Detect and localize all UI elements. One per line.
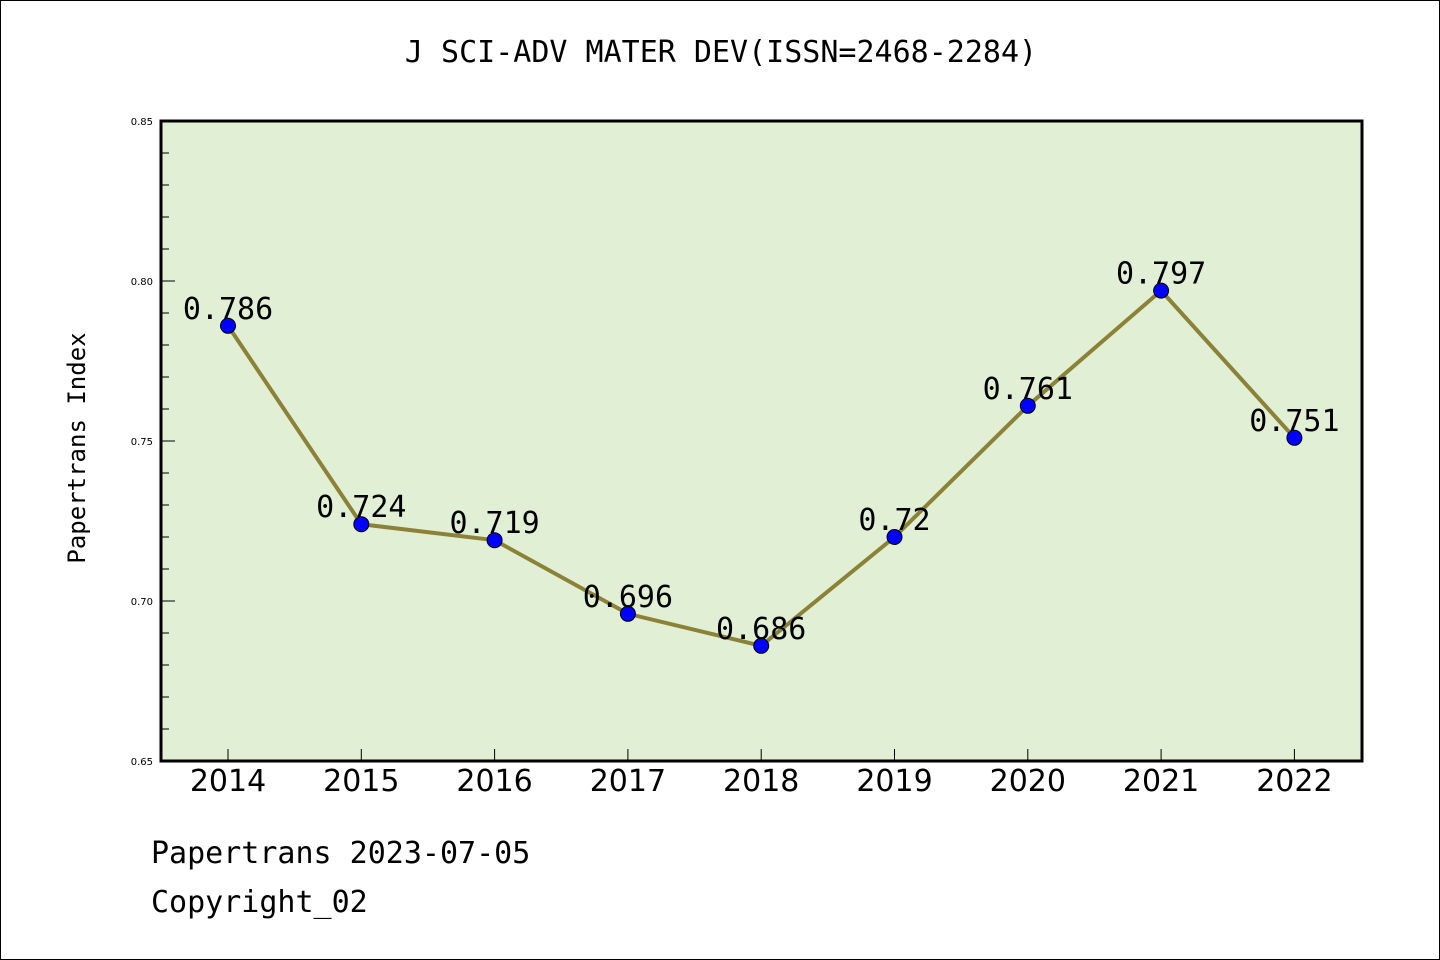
x-tick-label: 2015 bbox=[323, 764, 399, 799]
x-tick-label: 2019 bbox=[856, 764, 932, 799]
data-markers bbox=[220, 282, 1303, 654]
y-tick-label: 0.85 bbox=[131, 117, 153, 128]
data-point bbox=[619, 605, 636, 622]
data-point bbox=[353, 516, 370, 533]
plot-area bbox=[161, 121, 1362, 761]
footer-source: Papertrans 2023-07-05 bbox=[151, 836, 531, 871]
x-tick-label: 2021 bbox=[1123, 764, 1199, 799]
x-tick-label: 2017 bbox=[590, 764, 666, 799]
data-point bbox=[220, 317, 236, 334]
x-tick-label: 2020 bbox=[990, 764, 1066, 799]
data-label: 0.719 bbox=[449, 506, 539, 541]
data-point bbox=[1019, 397, 1036, 414]
data-label: 0.696 bbox=[583, 580, 673, 615]
data-label: 0.72 bbox=[858, 503, 930, 538]
data-label: 0.761 bbox=[983, 372, 1073, 407]
data-label: 0.786 bbox=[183, 292, 273, 327]
data-point bbox=[753, 637, 770, 654]
y-tick-label: 0.75 bbox=[131, 437, 153, 448]
y-tick-label: 0.80 bbox=[131, 277, 153, 288]
y-tick-label: 0.70 bbox=[131, 597, 153, 608]
x-tick-label: 2014 bbox=[190, 764, 266, 799]
data-labels: 0.786 0.724 0.719 0.696 0.686 0.72 0.761 0.797 0… bbox=[183, 257, 1340, 647]
x-tick-label: 2016 bbox=[456, 764, 532, 799]
plot-frame bbox=[159, 119, 1364, 763]
data-point bbox=[1153, 282, 1170, 299]
y-tick-label: 0.65 bbox=[131, 757, 153, 768]
x-axis: 2014 2015 2016 2017 2018 2019 2020 2021 2022 bbox=[190, 749, 1333, 799]
data-label: 0.751 bbox=[1249, 404, 1339, 439]
x-tick-label: 2022 bbox=[1256, 764, 1332, 799]
footer-copyright: Copyright_02 bbox=[151, 885, 368, 920]
data-point bbox=[886, 529, 903, 545]
x-tick-label: 2018 bbox=[723, 764, 799, 799]
data-label: 0.797 bbox=[1116, 257, 1206, 292]
data-point bbox=[1286, 429, 1303, 446]
chart-title: J SCI-ADV MATER DEV(ISSN=2468-2284) bbox=[404, 35, 1038, 70]
data-point bbox=[486, 532, 503, 549]
data-label: 0.724 bbox=[316, 490, 406, 525]
data-label: 0.686 bbox=[716, 612, 806, 647]
